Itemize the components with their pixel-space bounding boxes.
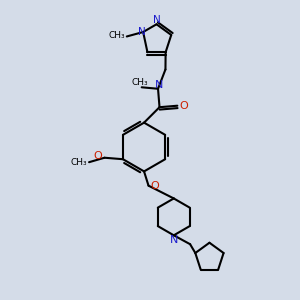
Text: N: N xyxy=(155,80,163,90)
Text: O: O xyxy=(179,101,188,111)
Text: N: N xyxy=(138,27,146,37)
Text: O: O xyxy=(94,151,102,161)
Text: CH₃: CH₃ xyxy=(71,158,88,167)
Text: CH₃: CH₃ xyxy=(109,32,126,40)
Text: N: N xyxy=(170,236,178,245)
Text: CH₃: CH₃ xyxy=(132,78,148,87)
Text: N: N xyxy=(153,15,160,25)
Text: O: O xyxy=(150,181,159,191)
